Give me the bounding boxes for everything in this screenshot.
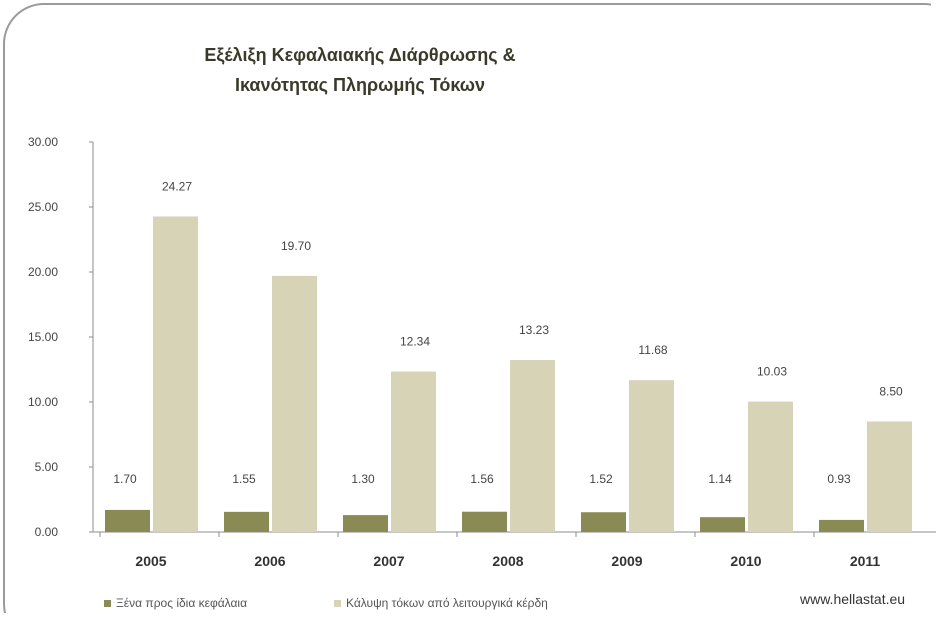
- bar: [272, 275, 317, 532]
- data-label: 1.55: [232, 472, 256, 486]
- data-label: 10.03: [757, 365, 787, 379]
- y-tick-label: 30.00: [28, 135, 58, 149]
- source-label: www.hellastat.eu: [800, 591, 906, 607]
- y-tick-label: 0.00: [35, 525, 59, 539]
- data-label: 1.56: [470, 472, 494, 486]
- bar: [819, 519, 864, 532]
- y-tick-label: 15.00: [28, 330, 58, 344]
- x-tick-label: 2011: [850, 553, 881, 569]
- x-tick-label: 2008: [492, 553, 523, 569]
- bar: [700, 517, 745, 532]
- data-label: 1.30: [351, 472, 375, 486]
- bar: [510, 360, 555, 532]
- data-label: 19.70: [281, 239, 311, 253]
- legend-item-debt-to-equity: Ξένα προς ίδια κεφάλαια: [104, 596, 247, 610]
- chart-title-line-2: Ικανότητας Πληρωμής Τόκων: [234, 75, 486, 95]
- chart-frame: [3, 3, 931, 613]
- bar: [748, 401, 793, 532]
- y-tick-label: 5.00: [35, 460, 59, 474]
- data-label: 8.50: [879, 385, 903, 399]
- data-label: 1.52: [589, 472, 613, 486]
- x-tick-label: 2007: [373, 553, 404, 569]
- chart-title-line-1: Εξέλιξη Κεφαλαιακής Διάρθρωσης &: [204, 45, 516, 65]
- y-tick-label: 10.00: [28, 395, 58, 409]
- bar: [343, 515, 388, 532]
- x-tick-label: 2005: [135, 553, 166, 569]
- bar: [462, 511, 507, 532]
- legend-swatch-debt-to-equity: [104, 600, 111, 608]
- bar: [581, 512, 626, 532]
- legend-label-debt-to-equity: Ξένα προς ίδια κεφάλαια: [116, 596, 248, 610]
- bar: [629, 380, 674, 532]
- legend-item-interest-coverage: Κάλυψη τόκων από λειτουργικά κέρδη: [334, 596, 548, 610]
- x-tick-label: 2010: [730, 553, 761, 569]
- data-label: 0.93: [827, 472, 851, 486]
- data-label: 12.34: [400, 335, 430, 349]
- x-tick-label: 2009: [611, 553, 642, 569]
- bar: [867, 421, 912, 532]
- data-label: 11.68: [638, 343, 667, 357]
- bar: [391, 371, 436, 532]
- bar: [153, 216, 198, 533]
- y-tick-label: 20.00: [28, 265, 58, 279]
- data-label: 1.14: [708, 472, 732, 486]
- chart-title: Εξέλιξη Κεφαλαιακής Διάρθρωσης & Ικανότη…: [150, 40, 570, 100]
- bar: [105, 509, 150, 532]
- bar: [224, 511, 269, 532]
- legend-label-interest-coverage: Κάλυψη τόκων από λειτουργικά κέρδη: [346, 596, 548, 610]
- data-label: 1.70: [113, 472, 137, 486]
- x-tick-label: 2006: [254, 553, 285, 569]
- data-label: 13.23: [519, 323, 549, 337]
- y-tick-label: 25.00: [28, 200, 58, 214]
- data-label: 24.27: [162, 179, 192, 193]
- legend-swatch-interest-coverage: [334, 600, 341, 608]
